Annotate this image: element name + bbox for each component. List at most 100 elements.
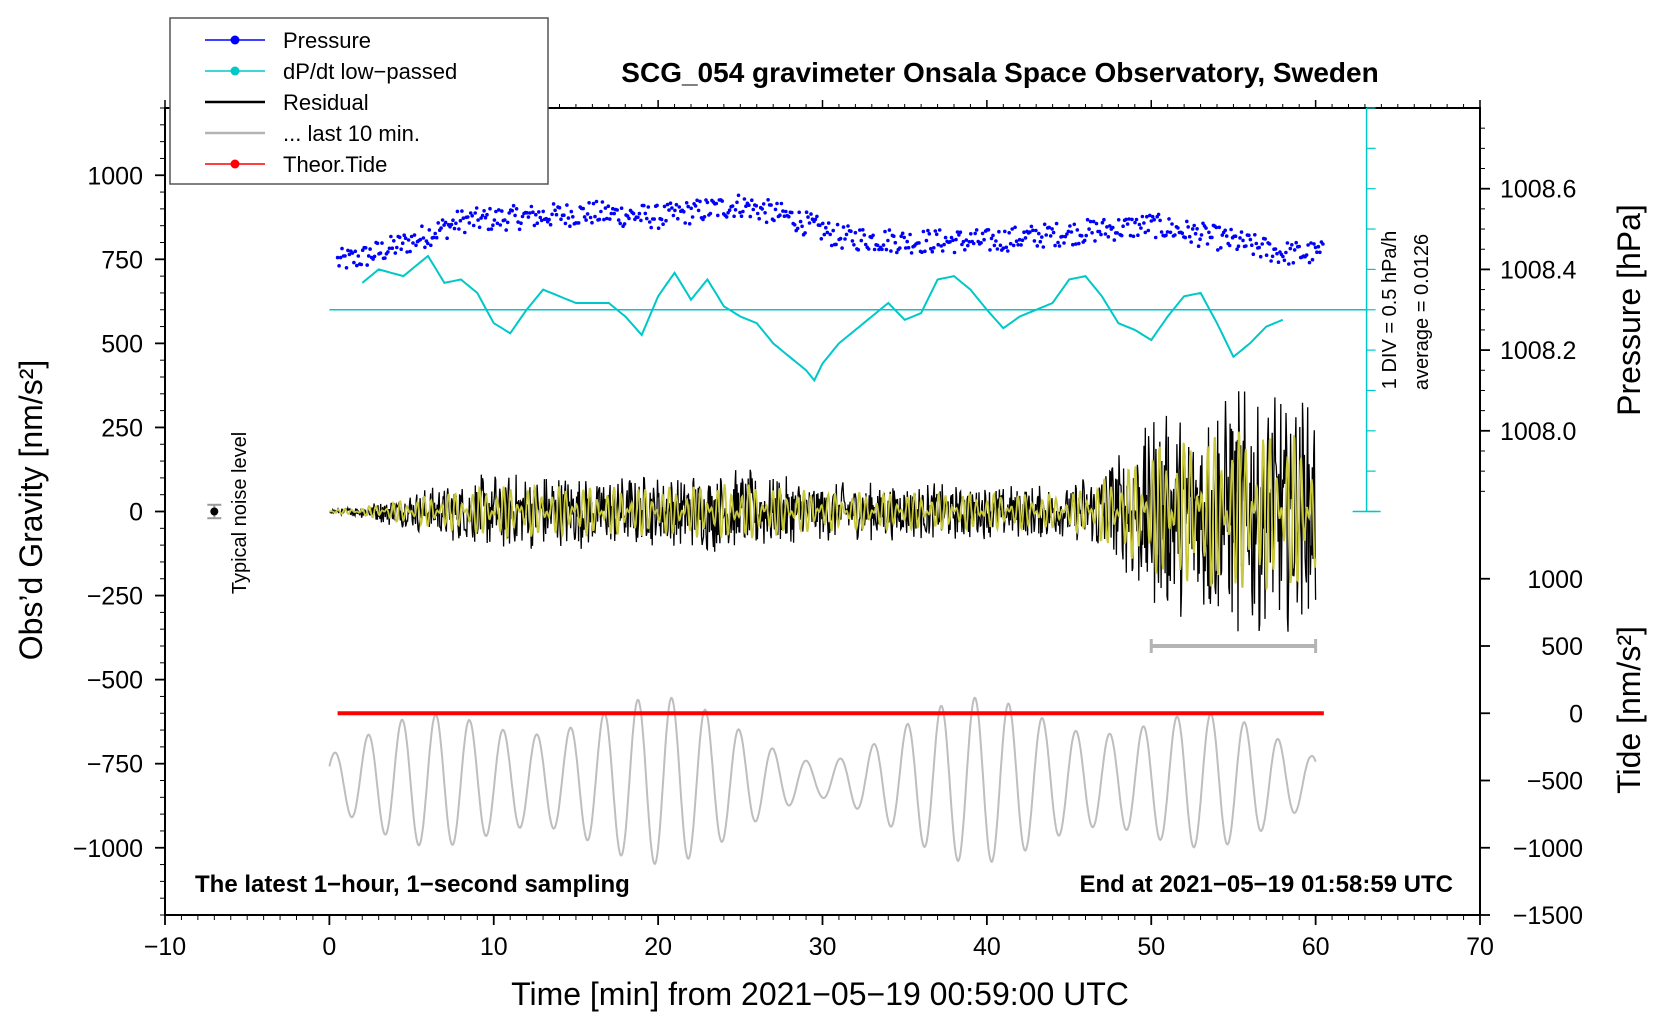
pressure-point — [470, 214, 475, 218]
pressure-point — [649, 225, 653, 230]
pressure-point — [872, 247, 877, 252]
pressure-point — [1035, 244, 1040, 248]
pressure-point — [534, 212, 538, 217]
pressure-point — [519, 221, 523, 225]
pressure-point — [674, 202, 679, 207]
pressure-point — [1294, 240, 1298, 245]
pressure-point — [1241, 238, 1245, 243]
pressure-point — [686, 204, 690, 209]
pressure-point — [1173, 233, 1177, 237]
pressure-point — [1072, 222, 1077, 227]
pressure-point — [390, 246, 395, 250]
pressure-point — [386, 250, 390, 254]
pressure-point — [400, 241, 405, 245]
pressure-point — [1112, 238, 1117, 242]
pressure-point — [445, 236, 449, 240]
pressure-point — [1102, 217, 1106, 222]
pressure-point — [806, 215, 810, 219]
pressure-point — [427, 228, 432, 232]
pressure-point — [511, 203, 516, 208]
dpdt-average-label: average = 0.0126 — [1411, 234, 1433, 390]
legend-label: Theor.Tide — [283, 152, 387, 177]
pressure-point — [335, 255, 340, 260]
y-axis-title-tide: Tide [nm/s²] — [1611, 626, 1647, 794]
pressure-point — [582, 215, 587, 219]
pressure-point — [627, 216, 631, 221]
pressure-point — [831, 228, 835, 233]
pressure-point — [486, 227, 491, 232]
y-pressure-tick-label: 1008.6 — [1500, 176, 1576, 204]
pressure-point — [403, 236, 408, 240]
pressure-point — [895, 250, 899, 255]
pressure-point — [1205, 242, 1210, 246]
pressure-point — [383, 256, 387, 260]
pressure-point — [662, 204, 667, 209]
pressure-point — [893, 240, 898, 245]
pressure-point — [1219, 246, 1223, 250]
pressure-point — [340, 246, 344, 251]
pressure-point — [436, 221, 441, 225]
pressure-point — [531, 210, 535, 214]
legend-label: dP/dt low−passed — [283, 59, 457, 84]
pressure-point — [803, 231, 807, 235]
pressure-point — [986, 228, 991, 232]
pressure-point — [1321, 242, 1325, 246]
pressure-point — [562, 213, 566, 217]
pressure-point — [905, 239, 909, 244]
pressure-point — [504, 228, 509, 232]
pressure-point — [1254, 241, 1259, 246]
pressure-point — [454, 221, 458, 226]
pressure-point — [738, 210, 742, 215]
pressure-point — [517, 227, 522, 232]
pressure-point — [1318, 250, 1322, 255]
pressure-point — [766, 198, 770, 202]
pressure-point — [775, 201, 779, 206]
pressure-point — [1127, 217, 1131, 221]
pressure-point — [646, 205, 651, 209]
pressure-point — [399, 247, 404, 251]
pressure-point — [755, 211, 760, 216]
pressure-point — [1038, 239, 1043, 244]
pressure-point — [639, 218, 643, 223]
pressure-point — [917, 241, 921, 245]
dpdt-line — [361, 254, 1284, 383]
pressure-point — [526, 215, 531, 219]
pressure-point — [550, 212, 554, 217]
pressure-point — [525, 211, 529, 215]
pressure-point — [1125, 222, 1130, 226]
x-tick-label: 0 — [322, 933, 336, 961]
annotation-sampling: The latest 1−hour, 1−second sampling — [195, 871, 630, 898]
pressure-point — [665, 202, 670, 207]
pressure-point — [491, 223, 495, 227]
pressure-point — [994, 239, 998, 243]
pressure-point — [1017, 237, 1022, 242]
pressure-point — [664, 218, 668, 223]
pressure-point — [1183, 235, 1188, 240]
pressure-point — [528, 211, 532, 215]
y-left-tick-label: −1000 — [73, 835, 143, 863]
pressure-point — [397, 235, 402, 240]
pressure-point — [730, 204, 735, 208]
pressure-point — [1065, 232, 1069, 236]
pressure-point — [974, 228, 979, 232]
pressure-point — [1099, 232, 1103, 237]
pressure-point — [616, 218, 621, 222]
pressure-point — [615, 208, 619, 212]
pressure-point — [1199, 233, 1204, 237]
pressure-point — [488, 206, 492, 211]
pressure-point — [714, 201, 719, 206]
pressure-point — [371, 257, 375, 261]
pressure-point — [631, 211, 636, 216]
pressure-point — [668, 201, 673, 205]
pressure-point — [1121, 224, 1125, 228]
pressure-point — [892, 234, 896, 238]
pressure-point — [733, 208, 738, 212]
pressure-point — [702, 215, 707, 219]
pressure-point — [591, 201, 596, 206]
y-tide-tick-label: 1000 — [1527, 566, 1583, 594]
noise-marker-point — [210, 507, 219, 516]
x-tick-label: 40 — [973, 933, 1001, 961]
pressure-point — [693, 204, 698, 208]
pressure-point — [471, 223, 476, 228]
